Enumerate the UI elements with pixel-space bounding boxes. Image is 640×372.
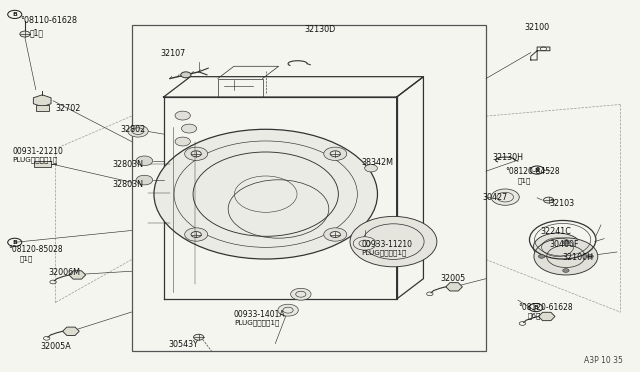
Text: °08120-61628: °08120-61628 bbox=[518, 303, 573, 312]
Circle shape bbox=[180, 72, 191, 78]
Text: （1）: （1） bbox=[29, 29, 44, 38]
Circle shape bbox=[181, 124, 196, 133]
Text: （1）: （1） bbox=[20, 255, 33, 262]
Polygon shape bbox=[63, 327, 79, 336]
Text: 32241C: 32241C bbox=[540, 227, 571, 236]
Text: 00933-1401A: 00933-1401A bbox=[234, 310, 285, 319]
Text: °08120-84528: °08120-84528 bbox=[505, 167, 560, 176]
Bar bbox=[34, 161, 51, 167]
Bar bbox=[36, 105, 49, 111]
Circle shape bbox=[136, 175, 153, 185]
Circle shape bbox=[543, 197, 554, 203]
Circle shape bbox=[533, 233, 582, 261]
Circle shape bbox=[191, 231, 202, 237]
Circle shape bbox=[587, 254, 593, 258]
Text: 32803N: 32803N bbox=[113, 180, 143, 189]
Text: 32702: 32702 bbox=[55, 105, 81, 113]
Circle shape bbox=[185, 228, 207, 241]
Circle shape bbox=[330, 231, 340, 237]
Circle shape bbox=[534, 238, 598, 275]
Circle shape bbox=[324, 228, 347, 241]
Text: 00931-21210: 00931-21210 bbox=[12, 147, 63, 156]
Text: A3P 10 35: A3P 10 35 bbox=[584, 356, 623, 365]
Text: 32006M: 32006M bbox=[49, 268, 81, 277]
Circle shape bbox=[538, 254, 545, 258]
Circle shape bbox=[175, 111, 190, 120]
Circle shape bbox=[175, 137, 190, 146]
Text: 00933-11210: 00933-11210 bbox=[362, 240, 413, 249]
Text: 32005A: 32005A bbox=[40, 342, 71, 352]
Bar bbox=[132, 25, 486, 351]
Circle shape bbox=[491, 189, 519, 205]
Circle shape bbox=[154, 129, 378, 259]
Circle shape bbox=[136, 156, 153, 166]
Circle shape bbox=[278, 304, 298, 316]
Circle shape bbox=[128, 125, 148, 137]
Text: 30427: 30427 bbox=[483, 193, 508, 202]
Text: B: B bbox=[534, 167, 540, 173]
Text: （1）: （1） bbox=[518, 178, 531, 185]
Circle shape bbox=[365, 164, 378, 172]
Text: PLUGプラグ（1）: PLUGプラグ（1） bbox=[362, 249, 407, 256]
Circle shape bbox=[350, 217, 437, 267]
Text: 38342M: 38342M bbox=[362, 158, 394, 167]
Text: （6）: （6） bbox=[527, 313, 541, 319]
Circle shape bbox=[330, 151, 340, 157]
Text: 32803N: 32803N bbox=[113, 160, 143, 169]
Text: 32100: 32100 bbox=[524, 23, 550, 32]
Text: 32103: 32103 bbox=[550, 199, 575, 208]
Polygon shape bbox=[33, 95, 51, 107]
Circle shape bbox=[563, 269, 569, 272]
Circle shape bbox=[20, 31, 30, 37]
Text: 32802: 32802 bbox=[121, 125, 146, 134]
Polygon shape bbox=[538, 312, 555, 321]
Circle shape bbox=[291, 288, 311, 300]
Text: B: B bbox=[12, 12, 17, 17]
Circle shape bbox=[185, 147, 207, 160]
Polygon shape bbox=[69, 271, 86, 279]
Text: B: B bbox=[533, 305, 538, 310]
Text: B: B bbox=[12, 240, 17, 245]
Polygon shape bbox=[446, 283, 463, 291]
Circle shape bbox=[324, 147, 347, 160]
Circle shape bbox=[563, 240, 569, 244]
Text: °08110-61628: °08110-61628 bbox=[20, 16, 77, 25]
Text: PLUGプラグ（1）: PLUGプラグ（1） bbox=[234, 320, 279, 326]
Text: 32130H: 32130H bbox=[492, 153, 524, 162]
Text: °08120-85028: °08120-85028 bbox=[8, 245, 63, 254]
Text: 32107: 32107 bbox=[161, 49, 186, 58]
Text: 32005: 32005 bbox=[440, 274, 465, 283]
Circle shape bbox=[191, 151, 202, 157]
Circle shape bbox=[353, 237, 376, 250]
Text: 30543Y: 30543Y bbox=[168, 340, 198, 349]
Circle shape bbox=[193, 334, 204, 340]
Text: PLUGプラグ（1）: PLUGプラグ（1） bbox=[12, 156, 58, 163]
Text: 32100H: 32100H bbox=[563, 253, 594, 263]
Text: 32130D: 32130D bbox=[304, 25, 335, 34]
Text: 30400F: 30400F bbox=[550, 240, 579, 249]
